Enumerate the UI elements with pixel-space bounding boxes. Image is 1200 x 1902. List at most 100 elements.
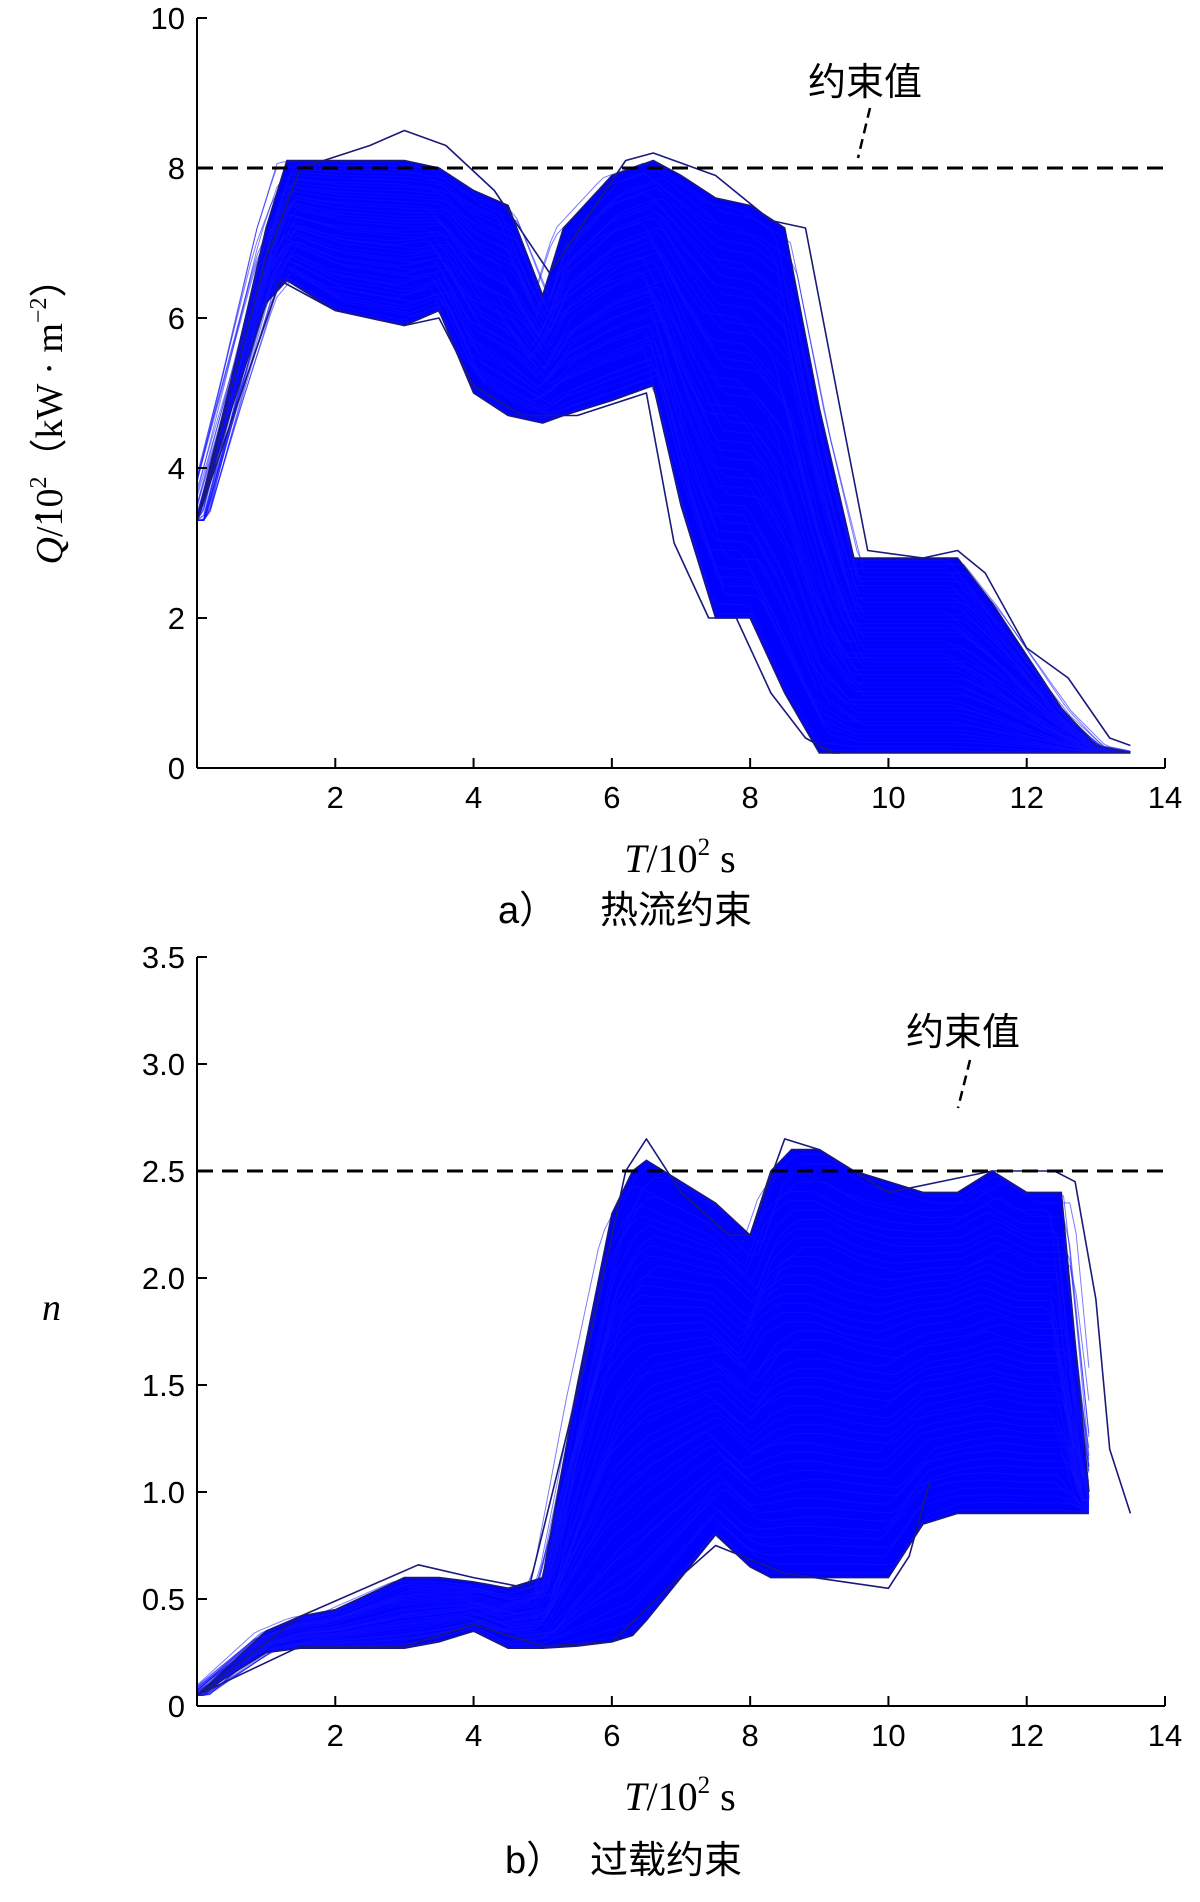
overload-trajectory-line	[197, 1246, 1090, 1696]
heat-flux-y-tail: （kW · m	[29, 323, 71, 476]
overload-constraint-group	[197, 1059, 1165, 1173]
overload-trajectory-line	[197, 1308, 1089, 1691]
heat-flux-trajectory-line	[197, 198, 1131, 753]
heat-flux-trajectory-line	[197, 273, 1131, 754]
overload-trajectory-line	[197, 1338, 1090, 1696]
overload-trajectory-line	[197, 1398, 1090, 1696]
heat-flux-trajectory-line	[197, 161, 1131, 754]
heat-flux-x-tick-label: 8	[742, 780, 759, 815]
overload-trajectory-band	[197, 1149, 1089, 1696]
overload-trajectory-line	[197, 1345, 1090, 1696]
overload-x-tick-label: 10	[871, 1718, 905, 1753]
heat-flux-trajectory-line	[197, 251, 1131, 754]
heat-flux-trajectory-line	[197, 255, 1131, 754]
heat-flux-trajectory-line	[197, 174, 1131, 753]
heat-flux-y-tick-label: 4	[168, 451, 185, 486]
overload-trajectory-line	[197, 1163, 1090, 1696]
overload-trajectory-line	[197, 1442, 1090, 1696]
overload-trajectory-line	[197, 1486, 1090, 1696]
heat-flux-trajectory-line	[197, 237, 1131, 754]
overload-x-tick-label: 2	[327, 1718, 344, 1753]
overload-trajectory-line	[197, 1323, 1090, 1696]
heat-flux-y-tick-label: 0	[168, 751, 185, 786]
heat-flux-constraint-label: 约束值	[808, 60, 922, 104]
heat-flux-trajectory-line	[197, 227, 1131, 753]
overload-trajectory-line	[197, 1375, 1090, 1696]
heat-flux-y-tick-label: 2	[168, 601, 185, 636]
overload-trajectory-line	[197, 1237, 1090, 1696]
heat-flux-extreme-trajectory	[197, 129, 1131, 747]
overload-x-tick-label: 14	[1148, 1718, 1182, 1753]
overload-x-tick-label: 6	[603, 1718, 620, 1753]
heat-flux-x-tick-label: 10	[871, 780, 905, 815]
heat-flux-constraint-group	[197, 107, 1165, 170]
heat-flux-caption-prefix: a）	[498, 890, 557, 932]
heat-flux-trajectory-line	[197, 179, 1131, 752]
heat-flux-trajectory-line	[197, 273, 1131, 754]
heat-flux-y-exp: 2	[26, 476, 52, 488]
overload-extreme-trajectory	[197, 1138, 1132, 1696]
heat-flux-x-tick-label: 12	[1009, 780, 1043, 815]
overload-y-tick-label: 1.0	[142, 1475, 185, 1510]
overload-trajectory-line	[197, 1316, 1090, 1696]
overload-x-tick-label: 8	[742, 1718, 759, 1753]
heat-flux-trajectory-line	[197, 267, 1131, 754]
overload-y-tick-label: 3.0	[142, 1047, 185, 1082]
heat-flux-x-tick-label: 6	[603, 780, 620, 815]
heat-flux-x-tick-label: 14	[1148, 780, 1182, 815]
heat-flux-envelope-upper	[197, 159, 1131, 754]
overload-x-axis-label: T/102 s	[624, 1772, 735, 1819]
overload-trajectory-line	[197, 1464, 1090, 1696]
overload-trajectory-line	[197, 1153, 1090, 1696]
heat-flux-trajectory-line	[197, 221, 1131, 754]
overload-trajectory-line	[197, 1457, 1090, 1696]
heat-flux-y-tick-label: 8	[168, 151, 185, 186]
heat-flux-y-axis-label: Q/102（kW · m−2）	[26, 260, 71, 565]
overload-extreme-trajectory	[197, 1481, 931, 1697]
heat-flux-trajectory-line	[197, 216, 1131, 753]
heat-flux-trajectory-line	[197, 235, 1131, 753]
overload-trajectory-line	[197, 1479, 1089, 1692]
heat-flux-y-close: ）	[29, 260, 71, 298]
heat-flux-x-tick-label: 4	[465, 780, 482, 815]
heat-flux-trajectory-line	[197, 211, 1131, 754]
overload-x-tick-label: 12	[1009, 1718, 1043, 1753]
overload-constraint-leader	[956, 1059, 972, 1109]
overload-trajectory-line	[197, 1218, 1090, 1696]
heat-flux-x-axis-label: T/102 s	[624, 834, 735, 881]
overload-envelope-lower	[197, 1512, 1089, 1696]
svg-text:Q/102（kW · m−2）: Q/102（kW · m−2）	[26, 260, 71, 565]
heat-flux-y-unit: /10	[29, 488, 71, 537]
overload-y-tick-label: 1.5	[142, 1368, 185, 1403]
overload-y-tick-label: 2.0	[142, 1261, 185, 1296]
heat-flux-x-tick-label: 2	[327, 780, 344, 815]
heat-flux-trajectory-line	[197, 261, 1131, 754]
overload-y-tick-label: 0	[168, 1689, 185, 1724]
overload-axes: 0 0.5 1.0 1.5 2.0 2.5 3.0 3.5 2 4 6 8 10 12 14	[142, 940, 1182, 1753]
heat-flux-extreme-trajectory	[197, 279, 840, 754]
overload-trajectory-line	[197, 1427, 1090, 1696]
overload-panel: 0 0.5 1.0 1.5 2.0 2.5 3.0 3.5 2 4 6 8 10 12 14 约束值 n T…	[42, 940, 1182, 1882]
heat-flux-trajectory-line	[197, 230, 1131, 754]
heat-flux-plot-area	[197, 129, 1131, 754]
overload-y-tick-label: 2.5	[142, 1154, 185, 1189]
heat-flux-trajectory-line	[197, 187, 1131, 753]
heat-flux-trajectory-line	[197, 185, 1131, 754]
overload-trajectory-line	[197, 1200, 1090, 1692]
heat-flux-trajectory-line	[197, 200, 1131, 754]
overload-trajectory-line	[197, 1209, 1090, 1696]
heat-flux-q-dot	[35, 514, 41, 520]
overload-trajectory-line	[197, 1390, 1090, 1696]
overload-y-tick-label: 3.5	[142, 940, 185, 975]
heat-flux-y-tick-label: 10	[151, 1, 185, 36]
overload-constraint-label: 约束值	[906, 1010, 1020, 1054]
overload-trajectory-line	[197, 1435, 1090, 1696]
heat-flux-trajectory-line	[197, 247, 1131, 754]
heat-flux-caption: 热流约束	[600, 890, 752, 932]
heat-flux-trajectory-band	[197, 160, 1131, 753]
overload-trajectory-line	[197, 1419, 1090, 1693]
overload-trajectory-line	[197, 1293, 1089, 1687]
overload-x-tick-label: 4	[465, 1718, 482, 1753]
